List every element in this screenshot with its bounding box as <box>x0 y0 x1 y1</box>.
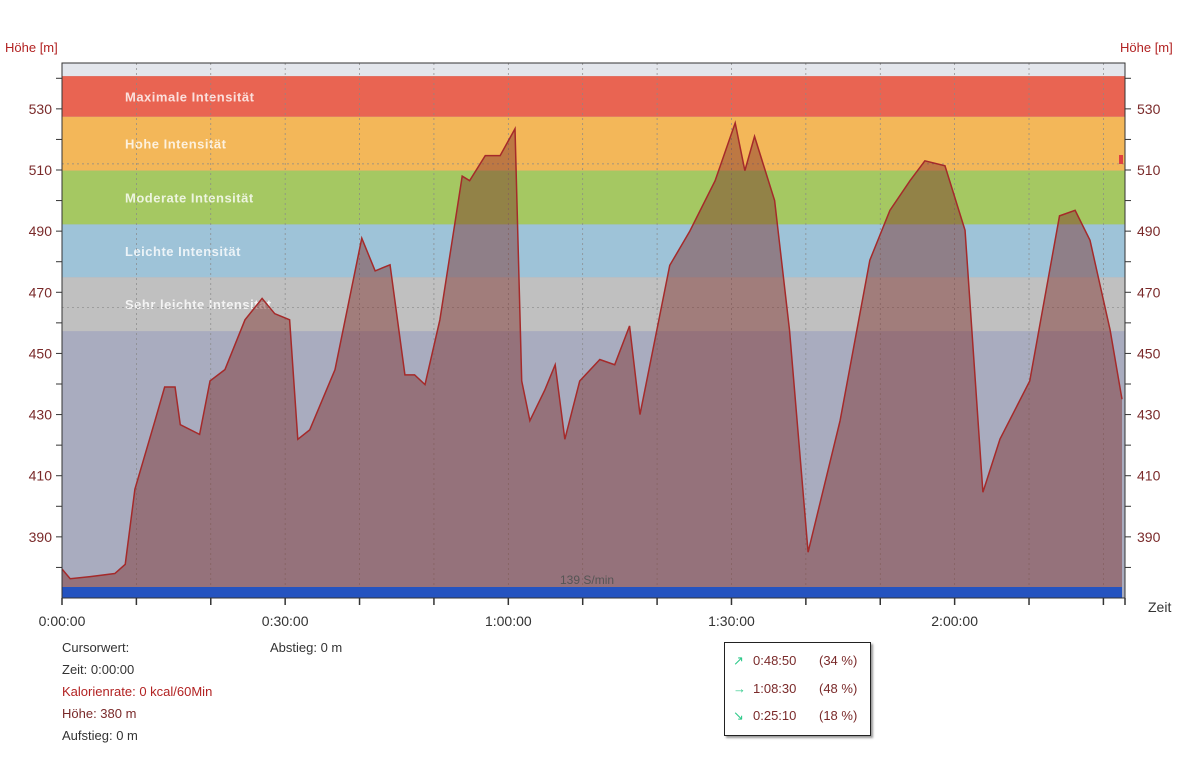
y-tick-label-right: 450 <box>1137 345 1161 361</box>
legend-percent: (18 %) <box>819 708 858 723</box>
zone-label: Sehr leichte Intensität <box>125 297 272 312</box>
marker <box>1119 155 1123 164</box>
elevation-area <box>62 122 1122 588</box>
y-tick-label-right: 390 <box>1137 529 1161 545</box>
cursor-kalorienrate: Kalorienrate: 0 kcal/60Min <box>62 684 213 699</box>
y-tick-label-left: 530 <box>29 101 53 117</box>
y-tick-label-right: 530 <box>1137 101 1161 117</box>
y-tick-label-left: 470 <box>29 284 53 300</box>
y-tick-label-left: 490 <box>29 223 53 239</box>
y-tick-label-right: 470 <box>1137 284 1161 300</box>
plot-top-strip <box>62 63 1125 77</box>
cursor-hoehe: Höhe: 380 m <box>62 706 137 721</box>
y-tick-label-right: 510 <box>1137 162 1161 178</box>
legend-percent: (48 %) <box>819 681 858 696</box>
y-axis-label-right: Höhe [m] <box>1120 40 1173 55</box>
zone-label: Maximale Intensität <box>125 89 255 104</box>
legend-row-uphill: ↗ 0:48:50 (34 %) <box>733 653 857 669</box>
y-tick-label-left: 510 <box>29 162 53 178</box>
x-tick-label: 1:00:00 <box>485 613 532 629</box>
bottom-bar <box>62 587 1122 598</box>
y-axis-label-left: Höhe [m] <box>5 40 58 55</box>
zone-label: Hohe Intensität <box>125 137 227 152</box>
x-tick-label: 1:30:00 <box>708 613 755 629</box>
zone-band <box>62 170 1125 225</box>
y-tick-label-left: 390 <box>29 529 53 545</box>
bottom-bar-label: 139 S/min <box>560 573 614 587</box>
legend-time: 0:48:50 <box>753 653 797 668</box>
zone-band <box>62 224 1125 278</box>
cursor-zeit: Zeit: 0:00:00 <box>62 662 135 677</box>
y-tick-label-right: 490 <box>1137 223 1161 239</box>
x-tick-label: 2:00:00 <box>931 613 978 629</box>
y-tick-label-left: 450 <box>29 345 53 361</box>
zone-band <box>62 277 1125 332</box>
zone-band <box>62 76 1125 117</box>
elevation-line <box>61 120 1123 580</box>
y-tick-label-left: 430 <box>29 407 53 423</box>
arrow-right-icon: → <box>733 681 746 696</box>
cursor-abstieg: Abstieg: 0 m <box>270 640 343 655</box>
y-tick-label-right: 410 <box>1137 468 1161 484</box>
cursor-aufstieg: Aufstieg: 0 m <box>62 728 138 743</box>
y-tick-label-right: 430 <box>1137 407 1161 423</box>
zone-band <box>62 116 1125 171</box>
slope-legend: ↗ 0:48:50 (34 %) → 1:08:30 (48 %) ↘ 0:25:10 (1… <box>724 642 871 736</box>
cursor-title: Cursorwert: <box>62 640 130 655</box>
arrow-down-right-icon: ↘ <box>733 708 744 723</box>
legend-percent: (34 %) <box>819 653 858 668</box>
legend-time: 0:25:10 <box>753 708 797 723</box>
x-tick-label: 0:00:00 <box>39 613 86 629</box>
x-axis-label: Zeit <box>1148 599 1172 615</box>
zone-label: Leichte Intensität <box>125 244 241 259</box>
x-tick-label: 0:30:00 <box>262 613 309 629</box>
legend-row-downhill: ↘ 0:25:10 (18 %) <box>733 708 857 724</box>
arrow-up-right-icon: ↗ <box>733 653 744 668</box>
legend-time: 1:08:30 <box>753 681 797 696</box>
plot-border <box>61 62 1126 599</box>
y-tick-label-left: 410 <box>29 468 53 484</box>
zone-label: Moderate Intensität <box>125 191 254 206</box>
legend-row-flat: → 1:08:30 (48 %) <box>733 681 857 696</box>
